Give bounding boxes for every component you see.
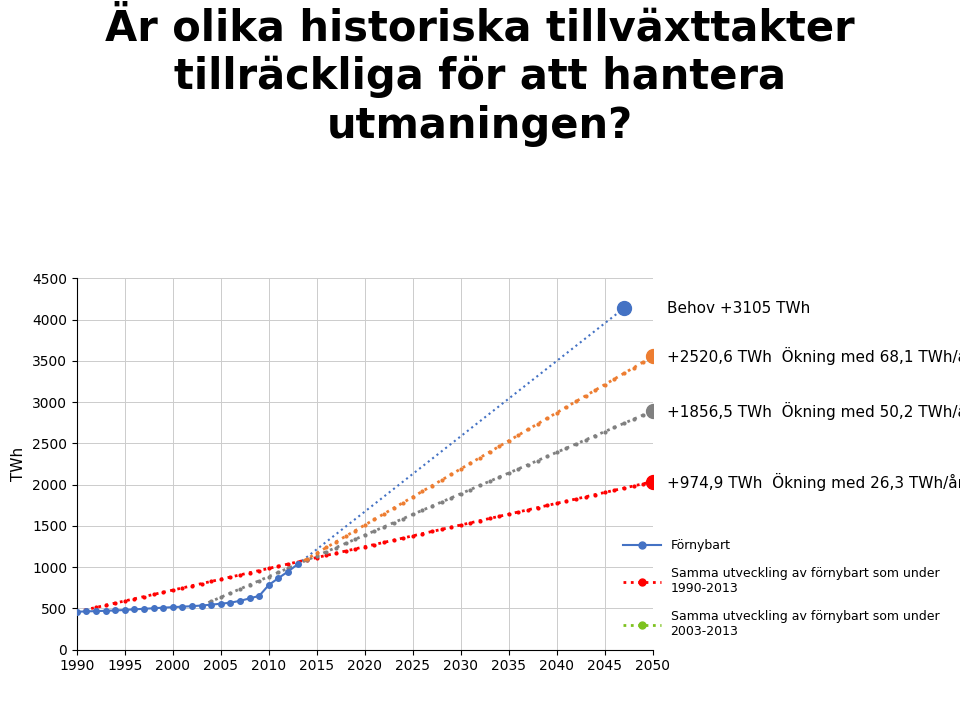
Text: Behov +3105 TWh: Behov +3105 TWh: [667, 301, 810, 316]
Text: +2520,6 TWh  Ökning med 68,1 TWh/år: +2520,6 TWh Ökning med 68,1 TWh/år: [667, 348, 960, 366]
Text: Är olika historiska tillväxttakter
tillräckliga för att hantera
utmaningen?: Är olika historiska tillväxttakter tillr…: [106, 7, 854, 147]
Text: +1856,5 TWh  Ökning med 50,2 TWh/år: +1856,5 TWh Ökning med 50,2 TWh/år: [667, 402, 960, 420]
Legend: Förnybart, Samma utveckling av förnybart som under
1990-2013, Samma utveckling a: Förnybart, Samma utveckling av förnybart…: [618, 535, 944, 643]
Text: +974,9 TWh  Ökning med 26,3 TWh/år: +974,9 TWh Ökning med 26,3 TWh/år: [667, 473, 960, 491]
Y-axis label: TWh: TWh: [12, 447, 26, 481]
